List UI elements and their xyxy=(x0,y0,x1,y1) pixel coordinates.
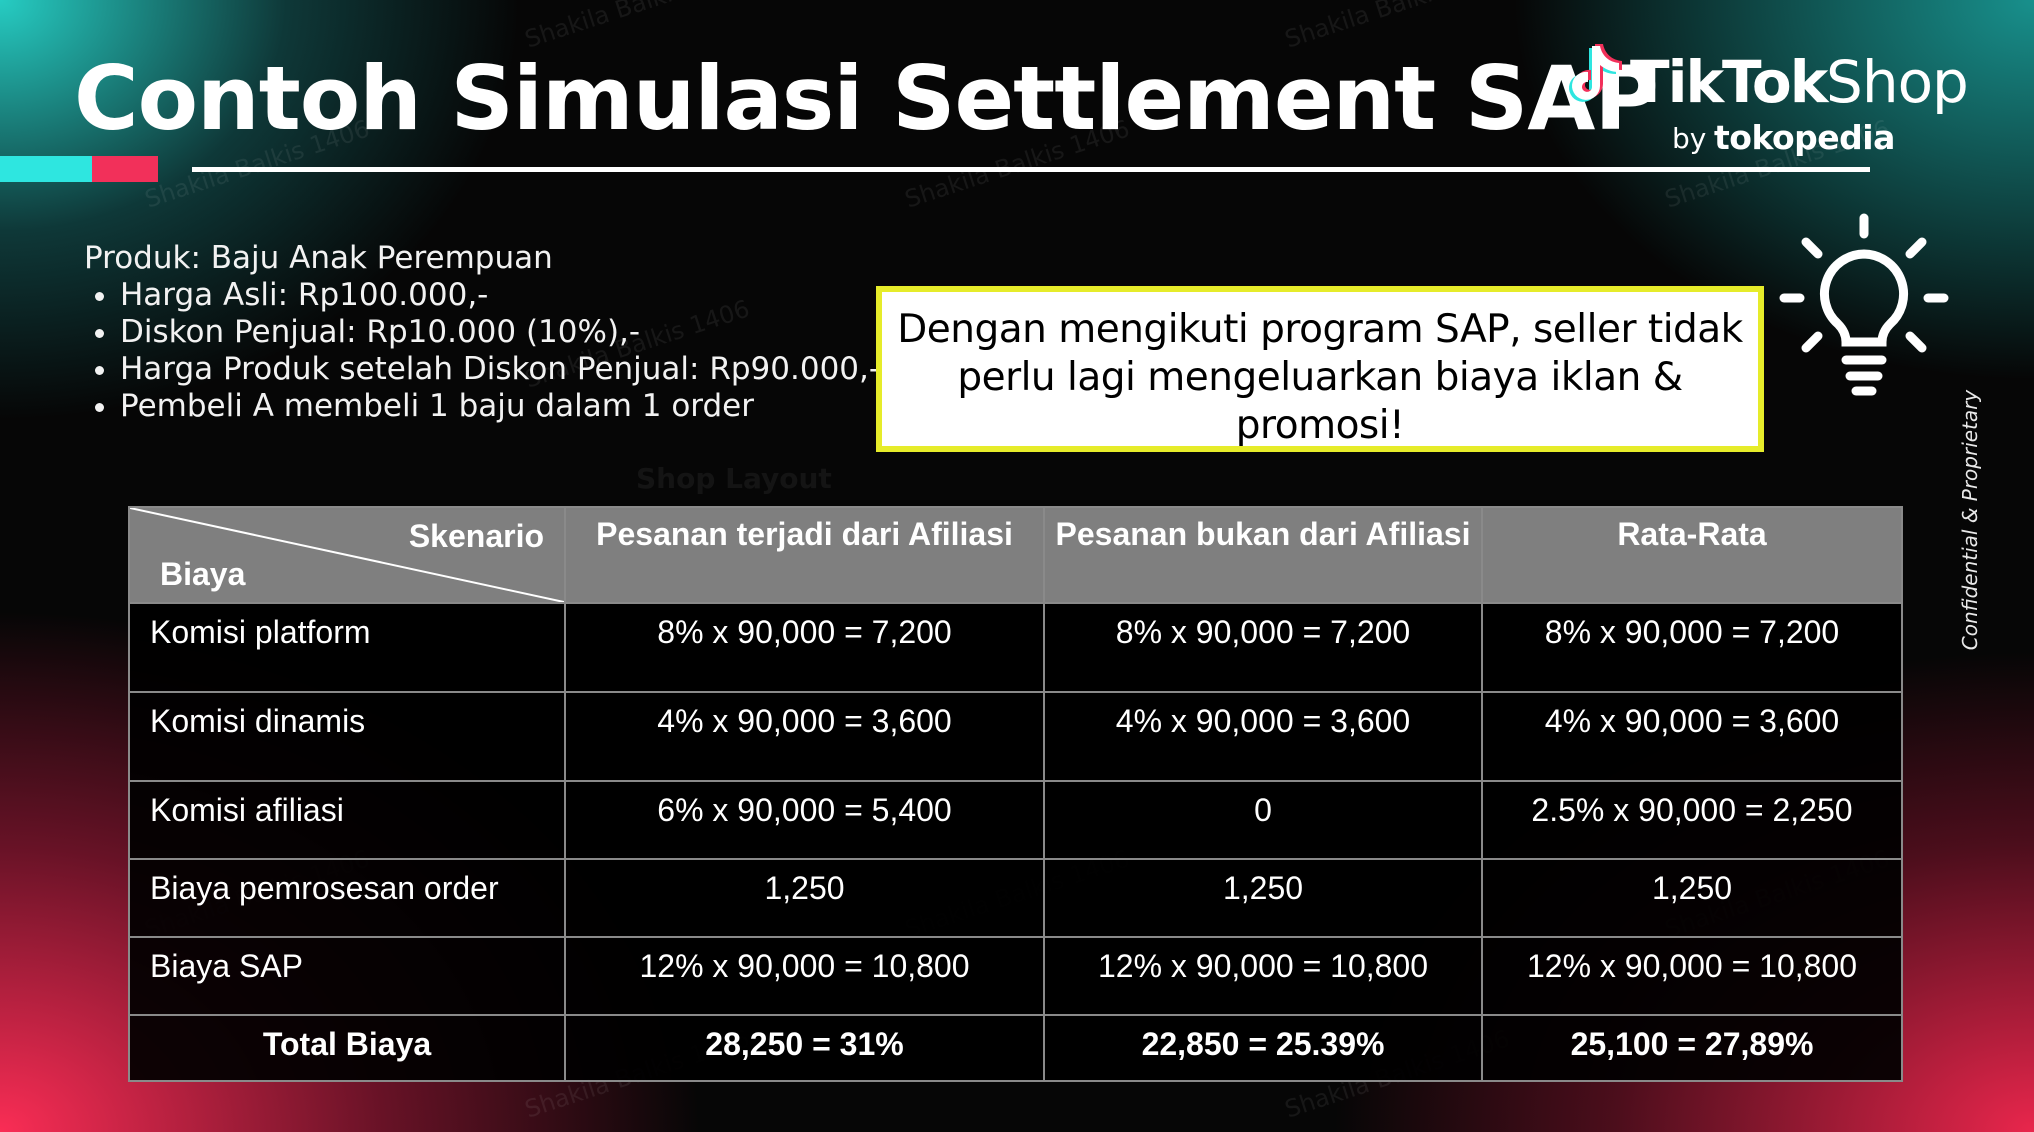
table-cell: 1,250 xyxy=(1481,858,1903,938)
row-label: Komisi dinamis xyxy=(128,691,566,782)
callout-box: Dengan mengikuti program SAP, seller tid… xyxy=(876,286,1764,452)
row-label: Komisi afiliasi xyxy=(128,780,566,860)
table-header-cell: Pesanan terjadi dari Afiliasi xyxy=(564,506,1045,604)
total-cell: 28,250 = 31% xyxy=(564,1014,1045,1082)
table-cell: 4% x 90,000 = 3,600 xyxy=(1481,691,1903,782)
table-cell: 12% x 90,000 = 10,800 xyxy=(564,936,1045,1016)
product-heading: Produk: Baju Anak Perempuan xyxy=(84,240,553,276)
product-bullets: Harga Asli: Rp100.000,- Diskon Penjual: … xyxy=(84,277,880,425)
title-divider xyxy=(192,167,1870,172)
total-label: Total Biaya xyxy=(128,1014,566,1082)
table-cell: 6% x 90,000 = 5,400 xyxy=(564,780,1045,860)
table-row: Komisi afiliasi 6% x 90,000 = 5,400 0 2.… xyxy=(128,780,1903,860)
fee-table: Skenario Biaya Pesanan terjadi dari Afil… xyxy=(128,506,1903,1082)
table-cell: 12% x 90,000 = 10,800 xyxy=(1043,936,1483,1016)
table-row: Komisi dinamis 4% x 90,000 = 3,600 4% x … xyxy=(128,691,1903,782)
logo-suffix: Shop xyxy=(1826,48,1969,116)
confidential-text: Confidential & Proprietary xyxy=(1958,389,1982,651)
lightbulb-icon xyxy=(1779,213,1949,396)
total-cell: 25,100 = 27,89% xyxy=(1481,1014,1903,1082)
table-header-row: Skenario Biaya Pesanan terjadi dari Afil… xyxy=(128,506,1903,604)
corner-label-cost: Biaya xyxy=(160,556,246,592)
logo-by: by xyxy=(1672,122,1707,155)
product-bullet: Diskon Penjual: Rp10.000 (10%),- xyxy=(120,314,880,351)
tiktok-shop-logo: TikTok Shop by tokopedia xyxy=(1560,40,1980,160)
table-total-row: Total Biaya 28,250 = 31% 22,850 = 25.39%… xyxy=(128,1014,1903,1082)
corner-label-scenario: Skenario xyxy=(408,518,544,554)
table-cell: 4% x 90,000 = 3,600 xyxy=(564,691,1045,782)
table-corner-cell: Skenario Biaya xyxy=(128,506,566,604)
row-label: Biaya pemrosesan order xyxy=(128,858,566,938)
table-cell: 1,250 xyxy=(564,858,1045,938)
slide-title: Contoh Simulasi Settlement SAP xyxy=(74,47,1659,150)
table-cell: 0 xyxy=(1043,780,1483,860)
table-cell: 2.5% x 90,000 = 2,250 xyxy=(1481,780,1903,860)
row-label: Biaya SAP xyxy=(128,936,566,1016)
accent-bar-teal xyxy=(0,156,92,182)
table-cell: 1,250 xyxy=(1043,858,1483,938)
table-header-cell: Pesanan bukan dari Afiliasi xyxy=(1043,506,1483,604)
total-cell: 22,850 = 25.39% xyxy=(1043,1014,1483,1082)
confidential-note: Confidential & Proprietary xyxy=(1958,390,2010,650)
table-cell: 8% x 90,000 = 7,200 xyxy=(1481,602,1903,693)
table-cell: 4% x 90,000 = 3,600 xyxy=(1043,691,1483,782)
row-label: Komisi platform xyxy=(128,602,566,693)
product-bullet: Harga Produk setelah Diskon Penjual: Rp9… xyxy=(120,351,880,388)
table-row: Komisi platform 8% x 90,000 = 7,200 8% x… xyxy=(128,602,1903,693)
product-bullet: Pembeli A membeli 1 baju dalam 1 order xyxy=(120,388,880,425)
table-row: Biaya pemrosesan order 1,250 1,250 1,250 xyxy=(128,858,1903,938)
corner-diagonal xyxy=(130,508,564,602)
table-header-cell: Rata-Rata xyxy=(1481,506,1903,604)
table-cell: 8% x 90,000 = 7,200 xyxy=(564,602,1045,693)
product-info: Produk: Baju Anak Perempuan Harga Asli: … xyxy=(84,240,880,425)
accent-bar-pink xyxy=(92,156,158,182)
table-cell: 12% x 90,000 = 10,800 xyxy=(1481,936,1903,1016)
ghost-text: Shop Layout xyxy=(636,462,832,495)
logo-brand: TikTok xyxy=(1630,48,1828,116)
table-row: Biaya SAP 12% x 90,000 = 10,800 12% x 90… xyxy=(128,936,1903,1016)
table-cell: 8% x 90,000 = 7,200 xyxy=(1043,602,1483,693)
tiktok-note-icon xyxy=(1569,44,1622,102)
product-bullet: Harga Asli: Rp100.000,- xyxy=(120,277,880,314)
callout-text: Dengan mengikuti program SAP, seller tid… xyxy=(897,307,1743,448)
logo-partner: tokopedia xyxy=(1714,118,1895,157)
